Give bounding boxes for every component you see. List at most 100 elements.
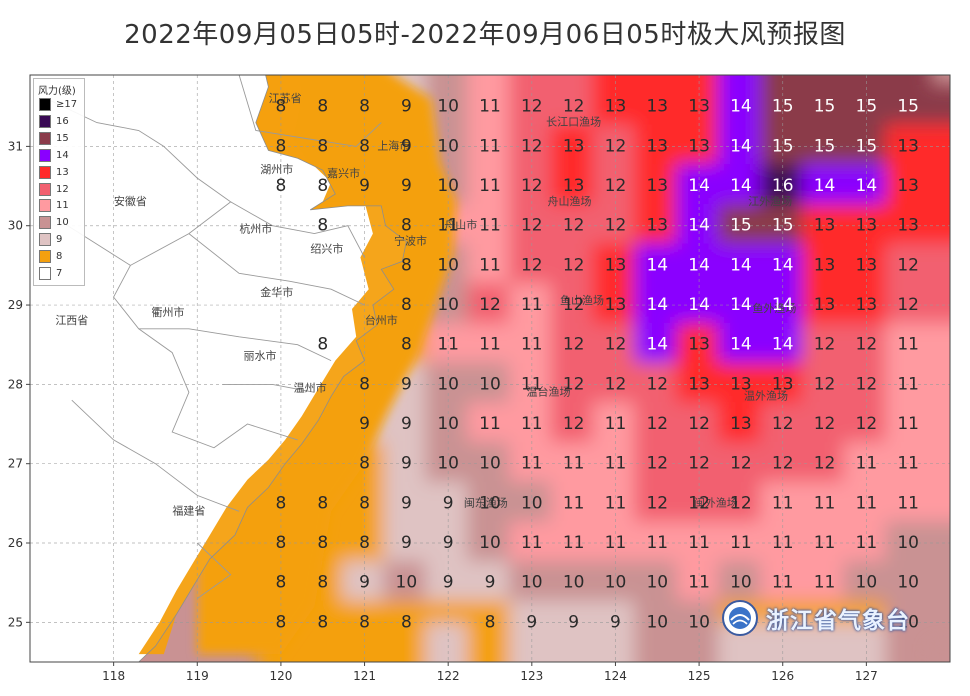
- wind-value: 11: [856, 533, 878, 553]
- wind-cell: [383, 560, 430, 605]
- wind-cell: [634, 243, 681, 288]
- legend-item: 9: [39, 232, 62, 247]
- boundary-line: [222, 383, 315, 393]
- wind-value: 12: [856, 374, 878, 394]
- place-label: 温台渔场: [527, 384, 571, 398]
- x-tick-label: 119: [186, 669, 209, 683]
- wind-value: 10: [437, 374, 459, 394]
- wind-value: 14: [814, 176, 836, 196]
- wind-value: 11: [521, 335, 543, 355]
- wind-value: 12: [605, 374, 627, 394]
- wind-value: 15: [856, 136, 878, 156]
- wind-cell-edge: [929, 441, 950, 486]
- wind-value: 12: [605, 216, 627, 236]
- x-tick-label: 122: [437, 669, 460, 683]
- wind-value: 9: [359, 414, 370, 434]
- legend-item: 8: [39, 249, 62, 264]
- wind-value: 11: [772, 533, 794, 553]
- wind-value: 12: [897, 295, 919, 315]
- land-gale-zone: [138, 75, 407, 655]
- place-label: 福建省: [172, 503, 205, 517]
- wind-value: 10: [437, 176, 459, 196]
- wind-value: 14: [646, 255, 668, 275]
- wind-value: 13: [856, 255, 878, 275]
- y-tick-label: 29: [8, 298, 23, 312]
- boundary-line: [196, 542, 232, 599]
- wind-value: 8: [275, 573, 286, 593]
- wind-value: 11: [688, 533, 710, 553]
- x-tick-label: 127: [855, 669, 878, 683]
- wind-value: 8: [401, 335, 412, 355]
- place-label: 绍兴市: [310, 242, 343, 256]
- wind-value: 10: [437, 255, 459, 275]
- wind-value: 15: [897, 97, 919, 117]
- graticule: [30, 75, 950, 662]
- legend: 风力(级) ≥17 16 15 14 13 12 11 10 9 8 7: [33, 78, 85, 286]
- plot-frame: [29, 74, 951, 663]
- wind-cell-edge: [929, 84, 950, 129]
- wind-value: 9: [401, 533, 412, 553]
- wind-value: 8: [317, 97, 328, 117]
- place-label: 温州市: [294, 380, 327, 394]
- x-tick-label: 118: [102, 669, 125, 683]
- legend-label: 10: [56, 217, 69, 229]
- wind-value: 13: [688, 97, 710, 117]
- wind-value: 10: [479, 533, 501, 553]
- wind-value: 13: [730, 414, 752, 434]
- wind-value: 9: [401, 176, 412, 196]
- wind-value: 12: [521, 255, 543, 275]
- wind-value: 9: [443, 533, 454, 553]
- legend-item: 10: [39, 215, 69, 230]
- wind-value: 10: [646, 612, 668, 632]
- wind-value: 9: [568, 612, 579, 632]
- wind-cell: [634, 481, 681, 526]
- wind-value: 10: [479, 493, 501, 513]
- land-polygon: [30, 75, 407, 662]
- wind-value: 13: [772, 374, 794, 394]
- wind-cell-edge: [885, 622, 932, 662]
- wind-cell: [550, 322, 597, 367]
- y-tick-label: 27: [8, 457, 23, 471]
- wind-value: 12: [563, 97, 585, 117]
- place-label: 长江口渔场: [546, 115, 601, 129]
- wind-cell-edge: [929, 402, 950, 446]
- wind-value: 11: [856, 454, 878, 474]
- place-label: 鱼外渔场: [752, 301, 796, 315]
- wind-value: 11: [814, 533, 836, 553]
- wind-value: 12: [772, 454, 794, 474]
- x-tick-label: 120: [269, 669, 292, 683]
- legend-swatch: [39, 182, 51, 196]
- wind-value: 13: [814, 255, 836, 275]
- wind-value: 9: [401, 414, 412, 434]
- wind-value: 13: [646, 97, 668, 117]
- wind-value: 15: [772, 216, 794, 236]
- wind-value: 10: [897, 612, 919, 632]
- wind-value: 10: [437, 97, 459, 117]
- wind-cell: [634, 402, 681, 446]
- wind-value: 11: [897, 414, 919, 434]
- wind-values: 8 8 8 9 10 11 12 12 13 13 13 14 15 15 15 15 8 8 8 9 10 11 12 13…: [275, 97, 919, 633]
- wind-value: 9: [401, 454, 412, 474]
- wind-value: 13: [605, 295, 627, 315]
- wind-value: 12: [605, 176, 627, 196]
- y-tick-label: 26: [8, 536, 23, 550]
- wind-value: 12: [479, 295, 501, 315]
- wind-value: 8: [317, 136, 328, 156]
- wind-value: 14: [688, 176, 710, 196]
- wind-value: 10: [437, 136, 459, 156]
- legend-swatch: [39, 250, 51, 264]
- wind-cell-edge: [929, 164, 950, 208]
- wind-value: 11: [814, 573, 836, 593]
- wind-cell-edge: [929, 521, 950, 565]
- wind-value: 11: [479, 255, 501, 275]
- boundary-line: [238, 75, 382, 147]
- wind-value: 11: [605, 493, 627, 513]
- wind-value: 15: [814, 136, 836, 156]
- legend-item: 15: [39, 131, 69, 146]
- wind-cell: [801, 402, 848, 446]
- wind-value: 14: [688, 255, 710, 275]
- wind-cell-edge: [467, 622, 513, 662]
- wind-cell: [634, 560, 681, 605]
- wind-cell: [634, 322, 681, 367]
- wind-value: 11: [479, 176, 501, 196]
